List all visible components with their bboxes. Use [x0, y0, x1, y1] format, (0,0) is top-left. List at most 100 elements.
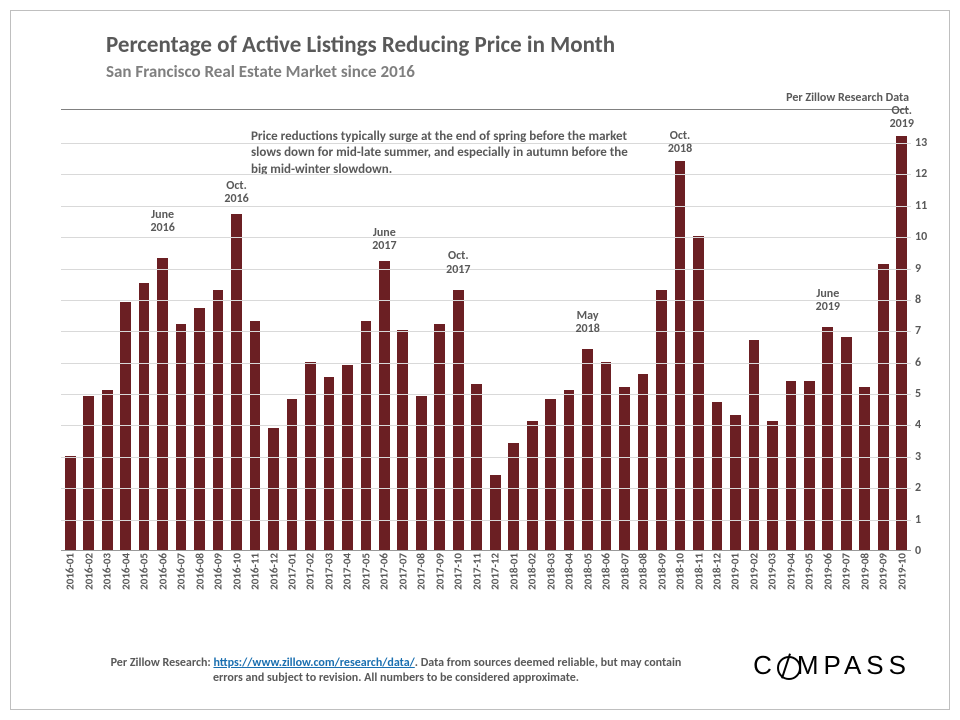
bar	[213, 290, 224, 551]
bar	[102, 390, 113, 550]
grid-line	[61, 425, 911, 426]
x-tick-label: 2018-01	[507, 553, 520, 590]
bar	[361, 321, 372, 550]
x-tick-label: 2019-07	[840, 553, 853, 590]
bar-callout: Oct.2019	[890, 105, 914, 131]
bar	[250, 321, 261, 550]
x-tick-label: 2017-11	[470, 553, 483, 590]
bar	[749, 340, 760, 550]
y-tick-label: 0	[915, 544, 933, 558]
bar-chart: 123456789101112130June2016Oct.2016June20…	[61, 121, 931, 611]
grid-line	[61, 394, 911, 395]
x-tick-label: 2018-05	[581, 553, 594, 590]
bar-callout: Oct.2016	[224, 180, 248, 206]
y-tick-label: 13	[915, 136, 933, 150]
bar	[324, 377, 335, 550]
x-tick-label: 2017-07	[396, 553, 409, 590]
x-tick-label: 2017-02	[304, 553, 317, 590]
bar	[157, 258, 168, 550]
grid-line	[61, 143, 911, 144]
y-tick-label: 9	[915, 262, 933, 276]
x-tick-label: 2016-01	[64, 553, 77, 590]
bar	[878, 264, 889, 550]
bar	[508, 443, 519, 550]
x-tick-label: 2019-06	[821, 553, 834, 590]
bar	[822, 327, 833, 550]
x-tick-label: 2019-10	[895, 553, 908, 590]
x-tick-label: 2019-05	[803, 553, 816, 590]
x-tick-label: 2016-05	[138, 553, 151, 590]
grid-line	[61, 174, 911, 175]
bar	[65, 456, 76, 550]
bar	[287, 399, 298, 550]
title-block: Percentage of Active Listings Reducing P…	[106, 31, 889, 82]
bar	[194, 308, 205, 550]
x-tick-label: 2018-03	[544, 553, 557, 590]
bar	[176, 324, 187, 550]
bar	[619, 387, 630, 550]
x-tick-label: 2018-06	[600, 553, 613, 590]
grid-line	[61, 237, 911, 238]
x-tick-label: 2018-12	[710, 553, 723, 590]
y-tick-label: 6	[915, 356, 933, 370]
grid-line	[61, 520, 911, 521]
x-tick-label: 2017-10	[452, 553, 465, 590]
x-tick-label: 2018-09	[655, 553, 668, 590]
y-tick-label: 8	[915, 293, 933, 307]
x-tick-label: 2016-10	[230, 553, 243, 590]
x-tick-label: 2019-02	[747, 553, 760, 590]
y-tick-label: 1	[915, 513, 933, 527]
y-tick-label: 11	[915, 199, 933, 213]
x-tick-label: 2019-03	[766, 553, 779, 590]
x-tick-label: 2017-04	[341, 553, 354, 590]
source-tag: Per Zillow Research Data	[786, 91, 909, 105]
bar-callout: Oct.2018	[668, 130, 692, 156]
bar	[804, 381, 815, 550]
grid-line	[61, 269, 911, 270]
x-tick-label: 2019-09	[877, 553, 890, 590]
bar	[638, 374, 649, 550]
x-tick-label: 2016-09	[212, 553, 225, 590]
chart-title: Percentage of Active Listings Reducing P…	[106, 31, 889, 59]
bar	[416, 396, 427, 550]
plot-area: 123456789101112130June2016Oct.2016June20…	[61, 121, 911, 551]
compass-logo: CMPASS	[753, 650, 911, 681]
bar-callout: June2019	[816, 288, 840, 314]
x-tick-label: 2016-04	[119, 553, 132, 590]
footer-link[interactable]: https://www.zillow.com/research/data/	[213, 656, 414, 670]
bar	[564, 390, 575, 550]
x-tick-label: 2017-09	[433, 553, 446, 590]
bar	[434, 324, 445, 550]
title-rule	[61, 109, 909, 110]
x-tick-label: 2018-10	[674, 553, 687, 590]
bar	[453, 290, 464, 551]
x-tick-label: 2017-03	[322, 553, 335, 590]
x-axis-labels: 2016-012016-022016-032016-042016-052016-…	[61, 553, 911, 611]
bar	[786, 381, 797, 550]
y-tick-label: 10	[915, 230, 933, 244]
footer-attribution: Per Zillow Research: https://www.zillow.…	[101, 656, 691, 687]
x-tick-label: 2018-02	[526, 553, 539, 590]
bar	[767, 421, 778, 550]
grid-line	[61, 488, 911, 489]
bar-callout: June2017	[372, 227, 396, 253]
chart-subtitle: San Francisco Real Estate Market since 2…	[106, 61, 889, 82]
compass-logo-text: MPASS	[797, 650, 911, 680]
bar	[379, 261, 390, 550]
grid-line	[61, 363, 911, 364]
y-tick-label: 5	[915, 387, 933, 401]
bar	[231, 214, 242, 550]
bar	[490, 475, 501, 550]
x-tick-label: 2018-08	[637, 553, 650, 590]
x-tick-label: 2017-01	[285, 553, 298, 590]
bar-callout: May2018	[575, 310, 599, 336]
x-tick-label: 2017-06	[378, 553, 391, 590]
chart-frame: Percentage of Active Listings Reducing P…	[10, 10, 950, 710]
x-tick-label: 2016-02	[82, 553, 95, 590]
footer-prefix: Per Zillow Research:	[111, 656, 214, 670]
bars-layer	[61, 121, 911, 550]
x-tick-label: 2017-05	[359, 553, 372, 590]
bar	[656, 290, 667, 551]
x-tick-label: 2016-11	[249, 553, 262, 590]
y-tick-label: 3	[915, 450, 933, 464]
